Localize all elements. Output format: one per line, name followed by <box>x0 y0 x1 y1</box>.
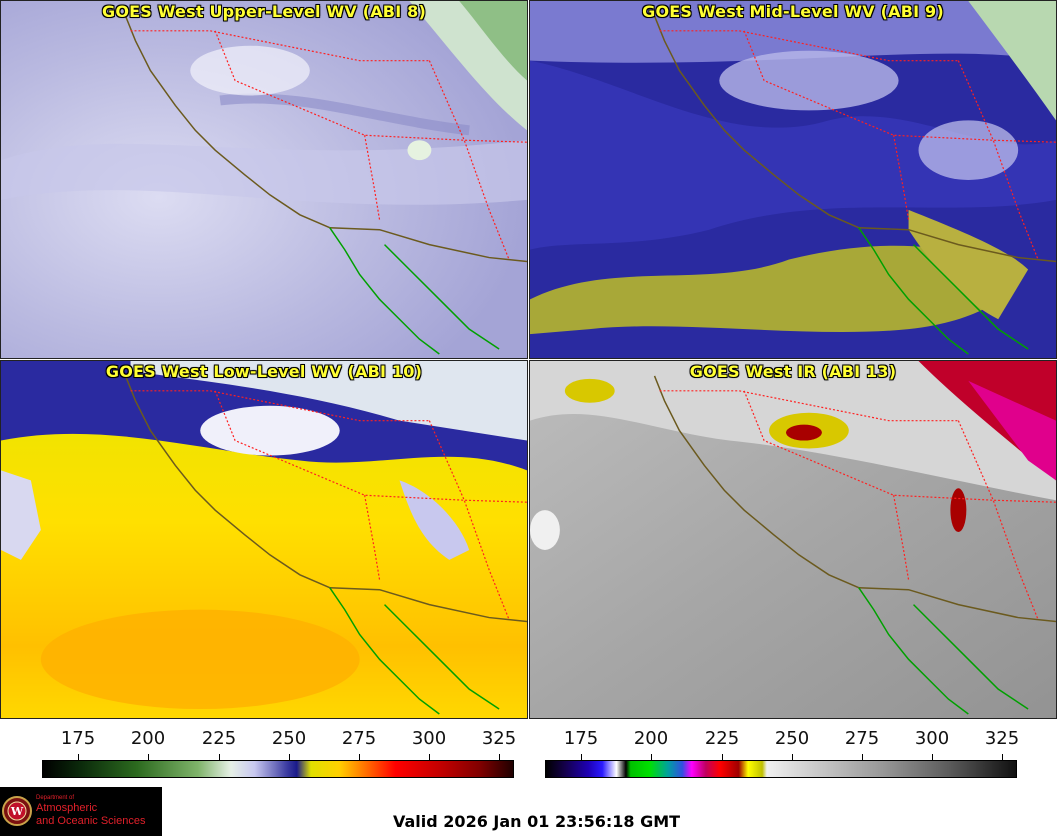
ir-color-ramp <box>545 760 1017 778</box>
wv-tick-label: 200 <box>130 728 166 749</box>
aos-logo[interactable]: W Department of Atmospheric and Oceanic … <box>0 787 162 836</box>
mid-level-wv-title: GOES West Mid-Level WV (ABI 9) <box>642 2 944 21</box>
ir-tick-mark <box>722 754 723 760</box>
wv-tick-mark <box>78 754 79 760</box>
ir-tick-mark <box>792 754 793 760</box>
ir-tick-label: 275 <box>844 728 880 749</box>
wv-color-ramp <box>42 760 514 778</box>
low-level-wv-image <box>1 361 527 718</box>
wv-tick-mark <box>429 754 430 760</box>
logo-atmospheric-text: Atmospheric <box>36 802 98 814</box>
mid-level-wv-panel: GOES West Mid-Level WV (ABI 9) <box>529 0 1057 359</box>
wv-tick-mark <box>499 754 500 760</box>
ir-title: GOES West IR (ABI 13) <box>689 362 897 381</box>
ir-tick-label: 325 <box>984 728 1020 749</box>
wv-tick-label: 250 <box>271 728 307 749</box>
ir-tick-label: 225 <box>704 728 740 749</box>
ir-tick-label: 175 <box>563 728 599 749</box>
ir-tick-label: 200 <box>633 728 669 749</box>
valid-timestamp: Valid 2026 Jan 01 23:56:18 GMT <box>393 812 681 831</box>
upper-level-wv-panel: GOES West Upper-Level WV (ABI 8) <box>0 0 528 359</box>
mid-level-wv-image <box>530 1 1056 358</box>
ir-tick-mark <box>1002 754 1003 760</box>
low-level-wv-title: GOES West Low-Level WV (ABI 10) <box>105 362 423 381</box>
ir-tick-label: 250 <box>774 728 810 749</box>
wv-tick-mark <box>359 754 360 760</box>
ir-tick-mark <box>932 754 933 760</box>
upper-level-wv-title: GOES West Upper-Level WV (ABI 8) <box>102 2 426 21</box>
wv-tick-mark <box>219 754 220 760</box>
ir-tick-mark <box>581 754 582 760</box>
logo-oceanic-text: and Oceanic Sciences <box>36 815 146 827</box>
ir-panel: GOES West IR (ABI 13) <box>529 360 1057 719</box>
wv-tick-label: 325 <box>481 728 517 749</box>
ir-tick-label: 300 <box>914 728 950 749</box>
upper-level-wv-image <box>1 1 527 358</box>
wv-tick-label: 225 <box>201 728 237 749</box>
logo-department-text: Department of <box>36 795 75 801</box>
wv-tick-mark <box>289 754 290 760</box>
wv-tick-label: 175 <box>60 728 96 749</box>
wv-colorbar: 175 200 225 250 275 300 325 <box>42 720 517 780</box>
university-crest-icon: W <box>2 796 32 826</box>
ir-tick-mark <box>862 754 863 760</box>
ir-tick-mark <box>651 754 652 760</box>
low-level-wv-panel: GOES West Low-Level WV (ABI 10) <box>0 360 528 719</box>
wv-tick-label: 300 <box>411 728 447 749</box>
ir-image <box>530 361 1056 718</box>
wv-tick-mark <box>148 754 149 760</box>
crest-letter: W <box>10 805 24 818</box>
wv-tick-label: 275 <box>341 728 377 749</box>
ir-colorbar: 175 200 225 250 275 300 325 <box>545 720 1020 780</box>
